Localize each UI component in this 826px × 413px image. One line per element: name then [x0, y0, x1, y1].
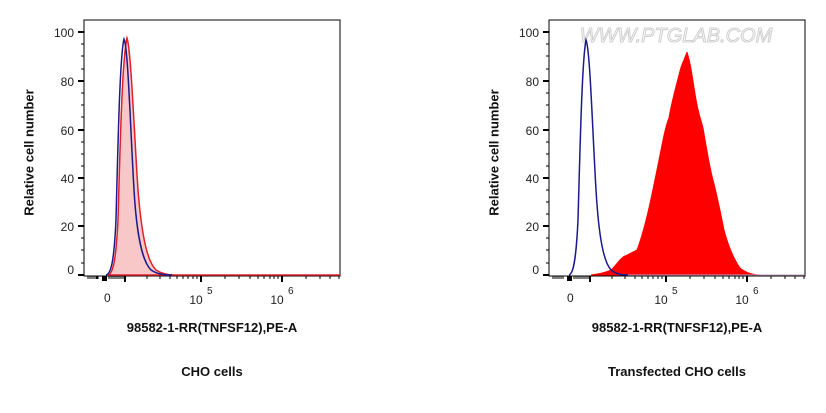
x-axis-label: 98582-1-RR(TNFSF12),PE-A	[591, 320, 763, 335]
left-panel: Relative cell number 100 80 60 40 20 0	[22, 19, 341, 379]
svg-text:100: 100	[519, 26, 539, 40]
x-axis-label: 98582-1-RR(TNFSF12),PE-A	[126, 320, 298, 335]
svg-text:20: 20	[526, 220, 540, 234]
svg-text:10: 10	[735, 293, 749, 307]
control-histogram	[105, 36, 173, 276]
svg-text:60: 60	[526, 124, 540, 138]
svg-text:5: 5	[672, 286, 678, 297]
svg-text:80: 80	[61, 75, 75, 89]
svg-text:6: 6	[753, 286, 759, 297]
svg-text:0: 0	[67, 263, 74, 277]
svg-text:5: 5	[207, 286, 213, 297]
stained-histogram	[590, 51, 762, 276]
svg-text:40: 40	[61, 172, 75, 186]
watermark: WWW.PTGLAB.COM	[580, 25, 773, 47]
svg-text:20: 20	[61, 220, 75, 234]
svg-text:100: 100	[54, 26, 74, 40]
svg-text:10: 10	[654, 293, 668, 307]
svg-text:40: 40	[526, 172, 540, 186]
svg-text:0: 0	[532, 263, 539, 277]
svg-text:0: 0	[104, 291, 111, 305]
control-histogram	[568, 37, 629, 276]
svg-text:80: 80	[526, 75, 540, 89]
svg-text:60: 60	[61, 124, 75, 138]
right-panel: Relative cell number WWW.PTGLAB.COM 100 …	[413, 0, 826, 413]
svg-text:0: 0	[567, 291, 574, 305]
histogram-plot: WWW.PTGLAB.COM 100 80 60 40 20 0	[519, 19, 806, 307]
panel-caption: CHO cells	[181, 364, 243, 379]
svg-text:10: 10	[189, 293, 203, 307]
svg-text:10: 10	[270, 293, 284, 307]
panel-caption: Transfected CHO cells	[608, 364, 746, 379]
stained-histogram	[107, 35, 340, 276]
svg-text:6: 6	[288, 286, 294, 297]
histogram-plot: 100 80 60 40 20 0 0	[54, 19, 341, 307]
